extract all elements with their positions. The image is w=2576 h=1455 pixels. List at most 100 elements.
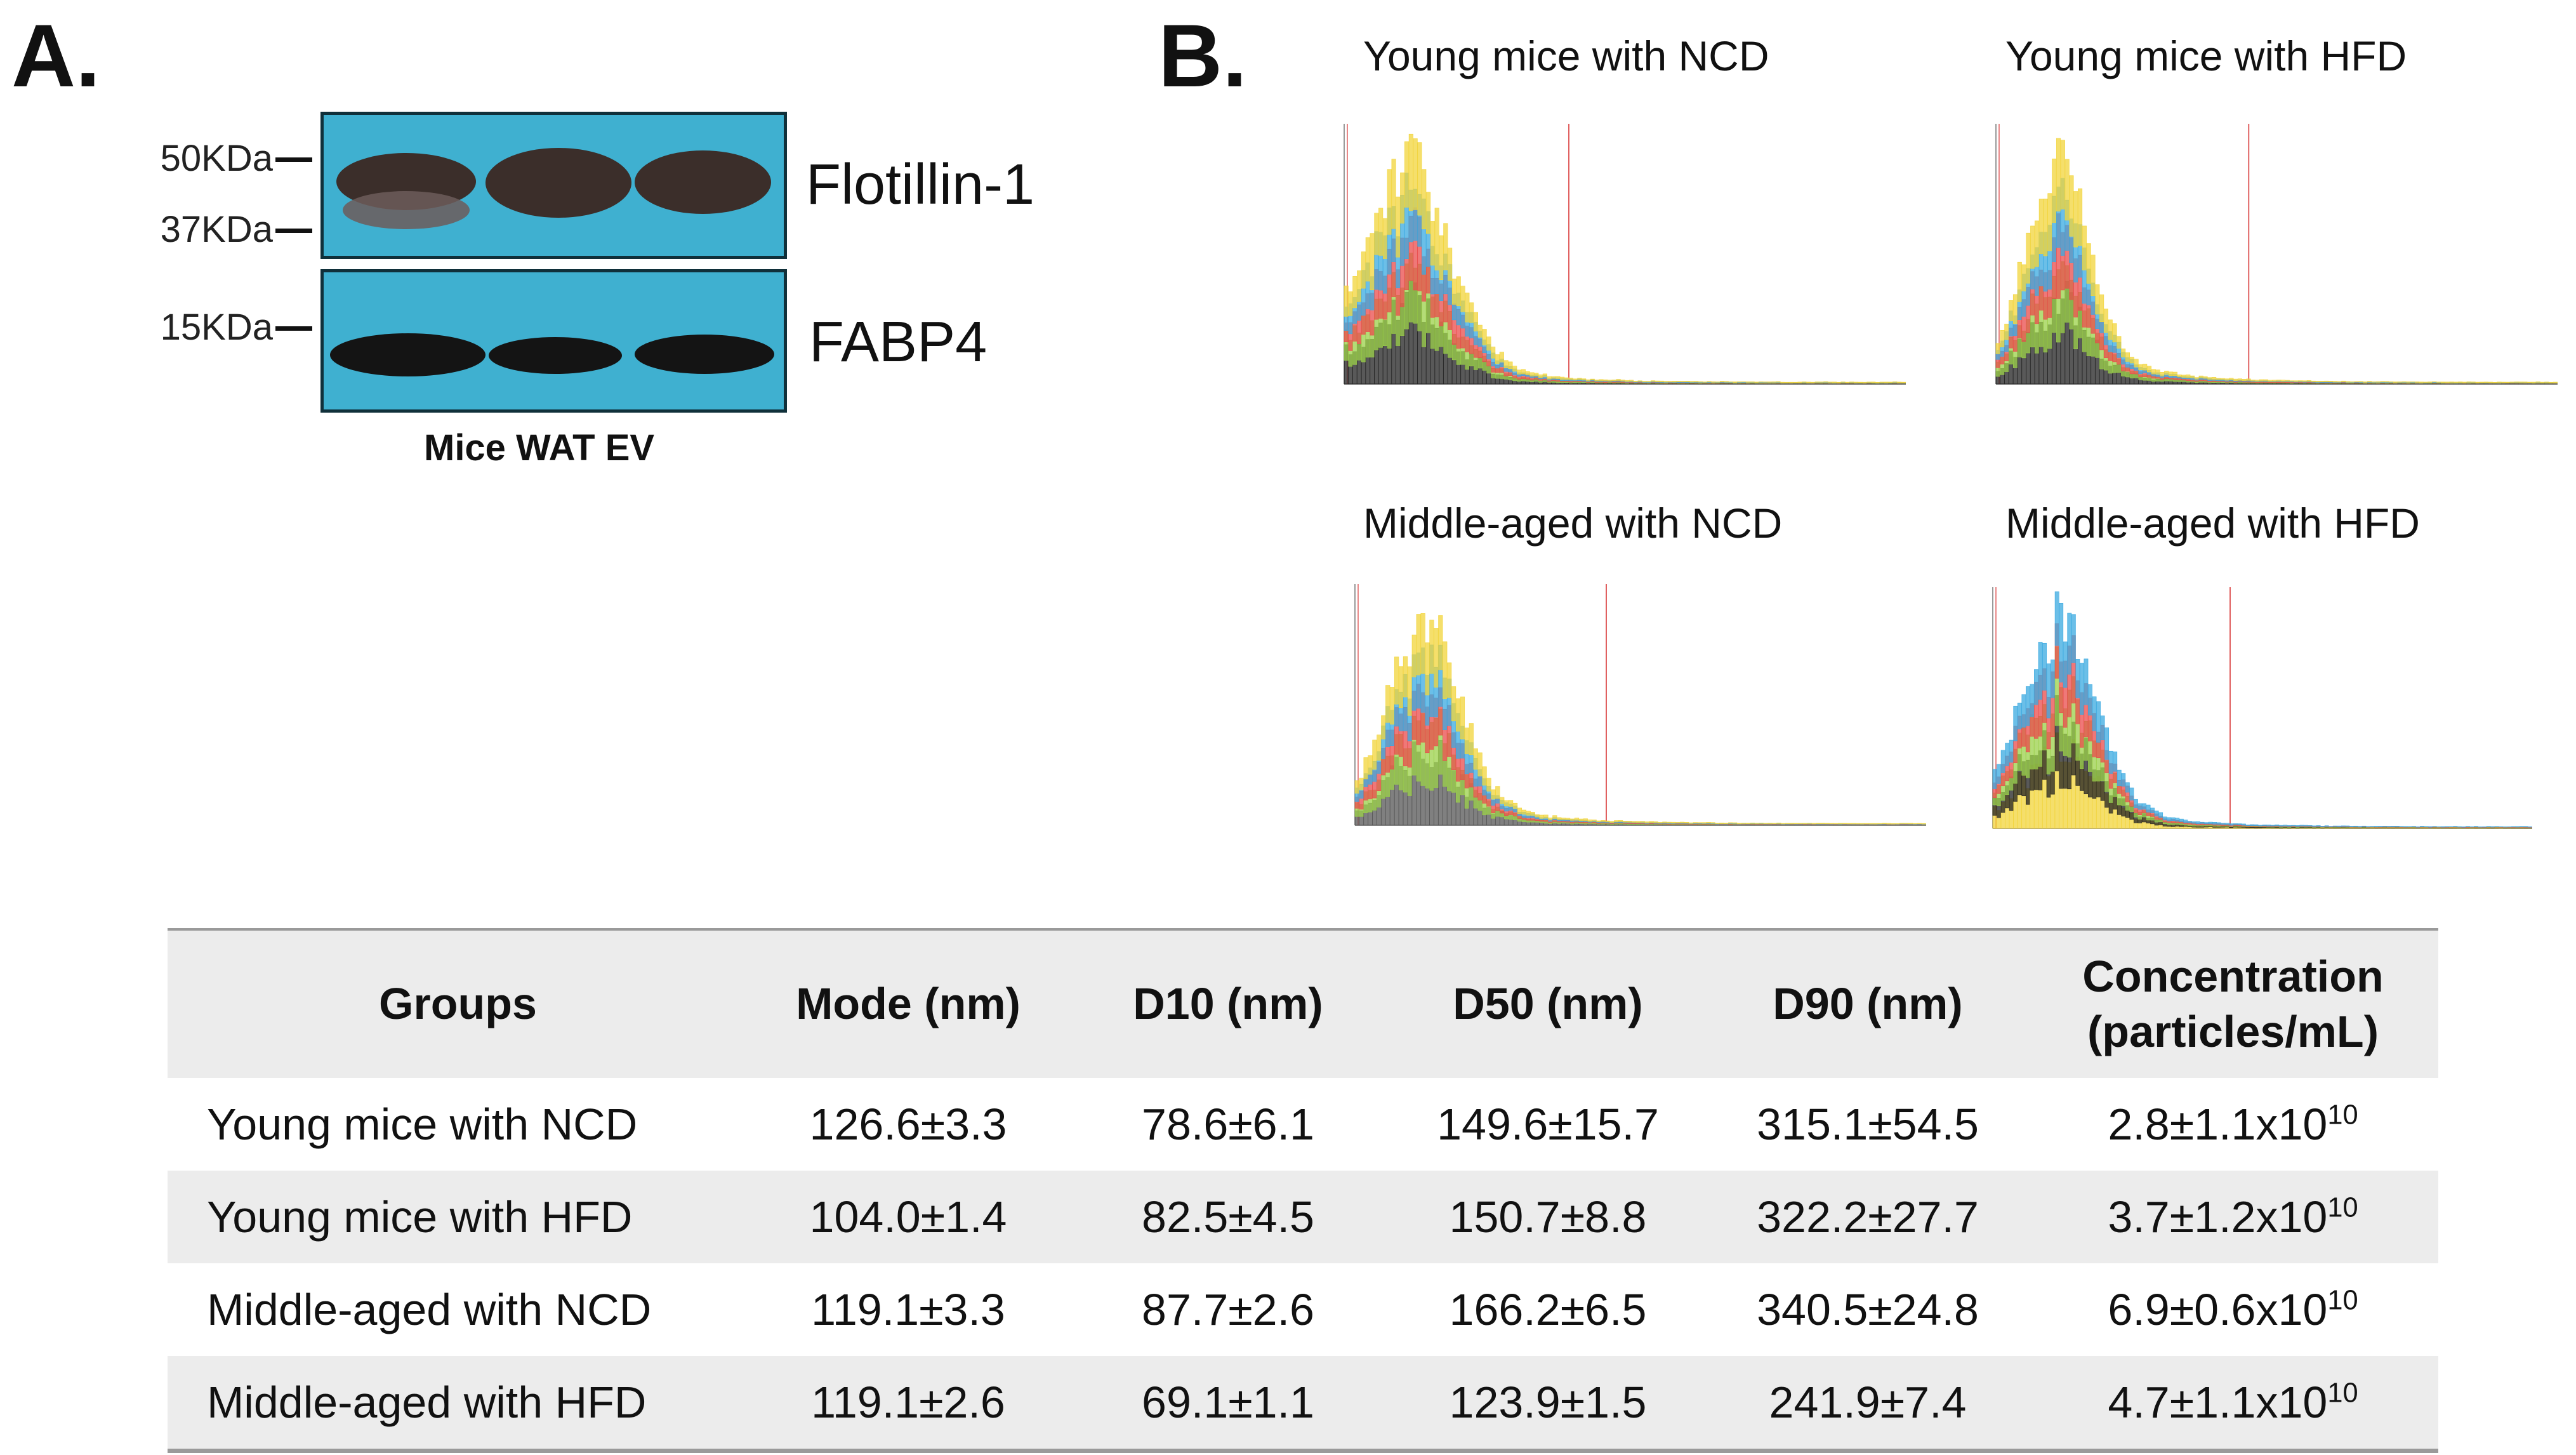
nta-bar [1807, 823, 1812, 824]
nta-bar [1877, 823, 1882, 825]
nta-bar [2103, 309, 2108, 333]
nta-bar [1625, 380, 1630, 382]
nta-histogram-middle-ncd [1354, 584, 1926, 826]
nta-bar [2108, 319, 2113, 340]
marker-tick [275, 326, 312, 331]
nta-bar [1891, 823, 1896, 825]
nta-bar [1637, 380, 1642, 382]
nta-bar [1504, 800, 1509, 807]
nta-bar [1849, 382, 1854, 383]
nta-bar [1482, 329, 1487, 345]
nta-bar [2270, 825, 2275, 827]
nta-bar [1599, 379, 1604, 382]
nta-bar [2361, 825, 2367, 827]
band [489, 337, 622, 374]
nta-bar [1785, 382, 1790, 383]
nta-bar [1680, 821, 1685, 823]
nta-bar [2203, 376, 2208, 379]
nta-bar [1590, 378, 1595, 381]
nta-bar [2038, 642, 2043, 700]
nta-bar [1508, 361, 1513, 369]
nta-bar [1901, 382, 1906, 383]
nta-bar [2531, 382, 2536, 383]
blot-caption: Mice WAT EV [424, 427, 655, 468]
nta-bar [1871, 382, 1876, 383]
cell-group: Young mice with HFD [207, 1192, 633, 1242]
cell-d50: 149.6±15.7 [1437, 1100, 1659, 1149]
nta-bar [1633, 381, 1638, 383]
cell-d50: 123.9±1.5 [1449, 1378, 1647, 1427]
conc-exponent: 10 [2327, 1285, 2358, 1316]
nta-bar [1438, 615, 1443, 670]
nta-bar [2233, 378, 2238, 381]
nta-bar [1859, 823, 1865, 825]
nta-bar [2224, 378, 2229, 381]
nta-bar [1539, 814, 1544, 819]
nta-bar [1512, 802, 1518, 809]
nta-bar [2229, 823, 2234, 826]
header-d10: D10 (nm) [1133, 979, 1323, 1029]
nta-bar [1491, 789, 1496, 800]
nta-bar [1745, 823, 1751, 824]
nta-bar [2419, 382, 2424, 383]
nta-bar [2146, 804, 2151, 813]
nta-bar [1407, 666, 1412, 716]
cell-d50: 150.7±8.8 [1449, 1192, 1647, 1242]
nta-bar [1557, 817, 1562, 820]
nta-bar [2138, 364, 2143, 370]
nta-bar [1352, 276, 1357, 309]
nta-bar [1655, 380, 1660, 382]
nta-bar [1833, 823, 1839, 825]
nta-bar [1385, 685, 1390, 723]
nta-bar [1797, 382, 1802, 383]
nta-bar [1521, 809, 1526, 814]
nta-bar [1566, 818, 1571, 820]
nta-bar [2492, 382, 2497, 383]
nta-bar [1816, 823, 1821, 825]
nta-bar [2160, 372, 2165, 376]
nta-bar [2233, 823, 2238, 825]
cell-concentration: 3.7±1.2x1010 [2028, 1171, 2438, 1263]
nta-bar [2553, 382, 2558, 383]
nta-bar [2155, 369, 2160, 375]
marker-tick [275, 229, 312, 233]
nta-bar [2064, 159, 2070, 221]
nta-bar [2204, 822, 2209, 825]
nta-bar [2092, 696, 2097, 731]
nta-bar [1737, 823, 1742, 825]
nta-bar [1512, 366, 1517, 372]
nta-bar [2042, 642, 2047, 691]
nta-bar [2272, 380, 2277, 382]
nta-bar [1361, 251, 1366, 289]
nta-bar [1377, 734, 1382, 761]
nta-bar [2063, 641, 2068, 688]
conc-value: 2.8±1.1x10 [2108, 1100, 2328, 1149]
nta-bar [1552, 815, 1557, 819]
nta-bar [1594, 380, 1599, 382]
nta-bar [1417, 142, 1422, 216]
nta-bar [2051, 659, 2056, 698]
cell-mode: 119.1±2.6 [811, 1378, 1005, 1427]
nta-bar [1715, 823, 1720, 824]
nta-bar [1577, 378, 1582, 380]
nta-bar [1582, 378, 1587, 381]
nta-bar [1828, 382, 1833, 383]
nta-bar [1793, 382, 1798, 383]
nta-bar [1658, 822, 1663, 823]
nta-bar [1348, 291, 1353, 316]
nta-bar [2009, 740, 2014, 763]
nta-bar [2186, 375, 2191, 378]
nta-bar [1460, 696, 1465, 740]
header-d90: D90 (nm) [1773, 979, 1963, 1029]
nta-bar [2212, 822, 2217, 825]
nta-bar [1465, 292, 1470, 322]
nta-bar [2134, 359, 2139, 368]
nta-bar [2100, 715, 2105, 740]
nta-bar [1754, 382, 1759, 383]
nta-bar [1875, 382, 1880, 383]
nta-bar [2175, 818, 2180, 822]
nta-bar [1603, 379, 1608, 382]
nta-bar [1899, 823, 1905, 824]
nta-bar [1564, 377, 1569, 380]
nta-bar [1767, 823, 1773, 824]
